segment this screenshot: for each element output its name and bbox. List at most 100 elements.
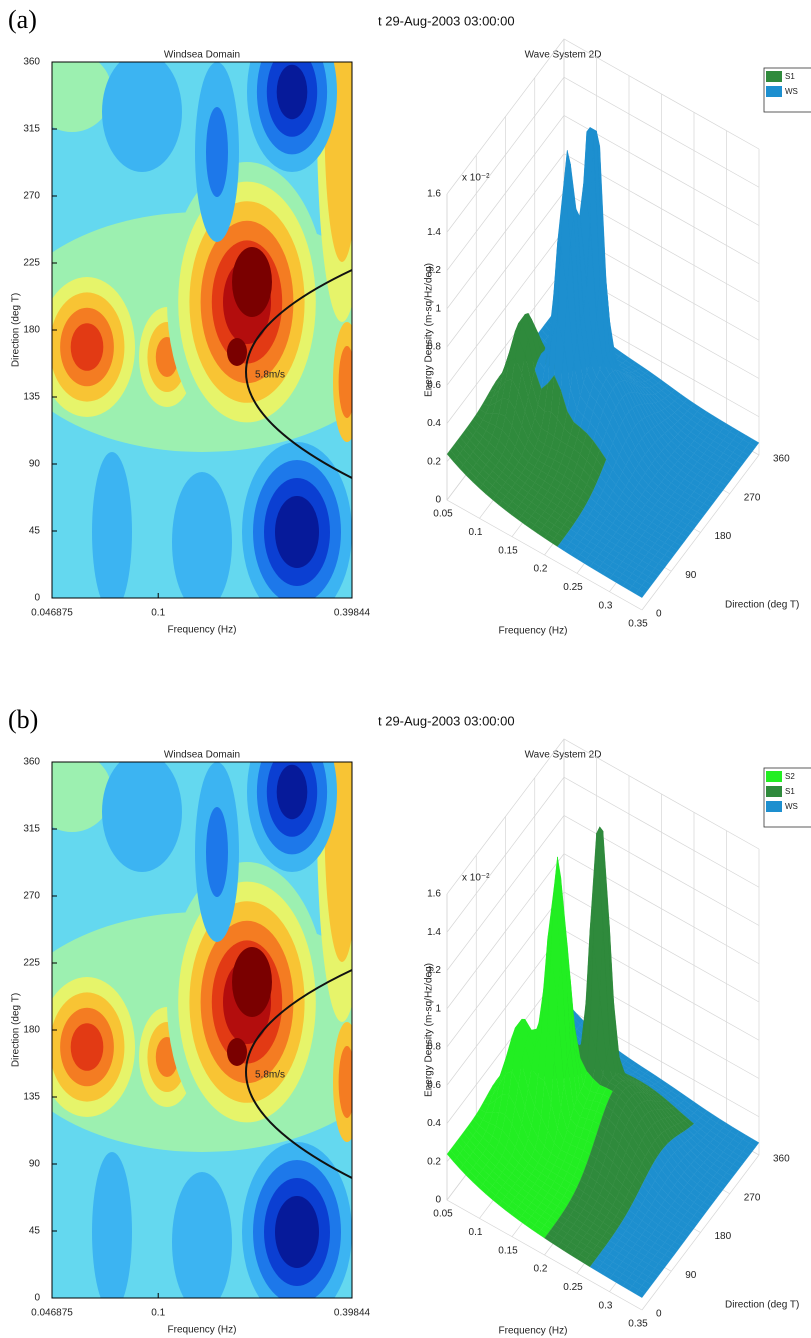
contour-level [338, 1046, 352, 1118]
contour-level [338, 346, 352, 418]
surface [446, 825, 760, 1298]
y-tick-label: 90 [29, 459, 41, 470]
x-tick-label: 0.25 [563, 582, 583, 593]
z-axis-label: Energy Density (m-sq/Hz/deg) [424, 963, 435, 1097]
contour-level [276, 64, 308, 120]
y-tick-label: 0 [656, 609, 662, 620]
y-tick-label: 270 [23, 891, 40, 902]
x-tick-label: 0.39844 [334, 1308, 371, 1319]
z-tick-label: 0.4 [427, 418, 441, 429]
curve-annotation: 5.8m/s [255, 370, 285, 381]
x-tick-label: 0.2 [534, 1264, 548, 1275]
subplot-title: Windsea Domain [164, 50, 240, 61]
panel-label: (a) [8, 5, 37, 34]
y-axis-label: Direction (deg T) [725, 600, 799, 611]
x-tick-label: 0.3 [599, 600, 613, 611]
x-tick-label: 0.39844 [334, 608, 371, 619]
x-axis-label: Frequency (Hz) [168, 625, 237, 636]
y-tick-label: 45 [29, 526, 41, 537]
wind-sea-curve [245, 269, 353, 479]
y-tick-label: 180 [715, 1231, 732, 1242]
contour-level [172, 472, 232, 598]
x-tick-label: 0.1 [151, 1308, 165, 1319]
subplot-title: Windsea Domain [164, 750, 240, 761]
x-tick-label: 0.25 [563, 1282, 583, 1293]
y-tick-label: 225 [23, 958, 40, 969]
contour-level [232, 947, 272, 1017]
contour-field [52, 762, 352, 1298]
x-tick-label: 0.046875 [31, 608, 73, 619]
y-tick-label: 0 [656, 1309, 662, 1320]
y-tick-label: 90 [685, 1270, 697, 1281]
y-tick-label: 225 [23, 258, 40, 269]
x-tick-label: 0.046875 [31, 1308, 73, 1319]
contour-level [232, 247, 272, 317]
z-tick-label: 1.6 [427, 189, 441, 200]
y-tick-label: 135 [23, 1092, 40, 1103]
x-axis-label: Frequency (Hz) [168, 1325, 237, 1336]
contour-level [102, 62, 182, 172]
contour-level [206, 107, 228, 197]
x-tick-label: 0.3 [599, 1300, 613, 1311]
surface [446, 126, 760, 598]
y-tick-label: 360 [23, 57, 40, 68]
z-tick-label: 0 [435, 495, 441, 506]
z-tick-label: 1.6 [427, 889, 441, 900]
y-tick-label: 90 [685, 570, 697, 581]
z-tick-label: 0.4 [427, 1118, 441, 1129]
y-tick-label: 180 [23, 325, 40, 336]
z-tick-label: 0.8 [427, 342, 441, 353]
y-axis-label: Direction (deg T) [11, 293, 22, 367]
contour-level [276, 764, 308, 820]
legend-label: S2 [785, 772, 795, 781]
subplot-title: Wave System 2D [525, 50, 602, 61]
panel-title: t 29-Aug-2003 03:00:00 [378, 13, 515, 28]
y-tick-label: 0 [34, 1293, 40, 1304]
legend-swatch [766, 86, 782, 97]
x-tick-label: 0.15 [498, 545, 518, 556]
y-tick-label: 360 [23, 757, 40, 768]
legend-swatch [766, 801, 782, 812]
x-tick-label: 0.1 [151, 608, 165, 619]
z-axis-label: Energy Density (m-sq/Hz/deg) [424, 263, 435, 397]
x-tick-label: 0.1 [469, 527, 483, 538]
contour-level [227, 1038, 247, 1066]
curve-annotation: 5.8m/s [255, 1070, 285, 1081]
legend-label: WS [785, 87, 798, 96]
subplot-title: Wave System 2D [525, 750, 602, 761]
contour-level [92, 1152, 132, 1298]
contour-level [70, 323, 104, 371]
contour-field [52, 62, 352, 598]
contour-level [275, 496, 319, 568]
z-tick-label: 0.8 [427, 1042, 441, 1053]
panel: (b) t 29-Aug-2003 03:00:00 Windsea Domain 0… [8, 705, 811, 1337]
z-tick-label: 1.4 [427, 927, 441, 938]
z-tick-label: 1 [435, 1003, 441, 1014]
legend-swatch [766, 771, 782, 782]
panel: (a) t 29-Aug-2003 03:00:00 Windsea Domain 0… [8, 5, 811, 637]
legend-label: WS [785, 802, 798, 811]
z-tick-label: 1.2 [427, 965, 441, 976]
z-tick-label: 0.2 [427, 456, 441, 467]
x-tick-label: 0.05 [433, 509, 453, 520]
y-axis-label: Direction (deg T) [725, 1300, 799, 1311]
x-tick-label: 0.35 [628, 1319, 648, 1330]
wind-sea-curve [245, 969, 353, 1179]
y-tick-label: 45 [29, 1226, 41, 1237]
panel-label: (b) [8, 705, 38, 734]
z-tick-label: 0.6 [427, 380, 441, 391]
x-tick-label: 0.35 [628, 619, 648, 630]
contour-level [275, 1196, 319, 1268]
y-axis-label: Direction (deg T) [11, 993, 22, 1067]
panel-title: t 29-Aug-2003 03:00:00 [378, 713, 515, 728]
y-tick-label: 315 [23, 824, 40, 835]
contour-level [70, 1023, 104, 1071]
legend-label: S1 [785, 787, 795, 796]
y-tick-label: 270 [23, 191, 40, 202]
legend-swatch [766, 71, 782, 82]
y-tick-label: 270 [744, 1192, 761, 1203]
legend-swatch [766, 786, 782, 797]
y-tick-label: 180 [715, 531, 732, 542]
